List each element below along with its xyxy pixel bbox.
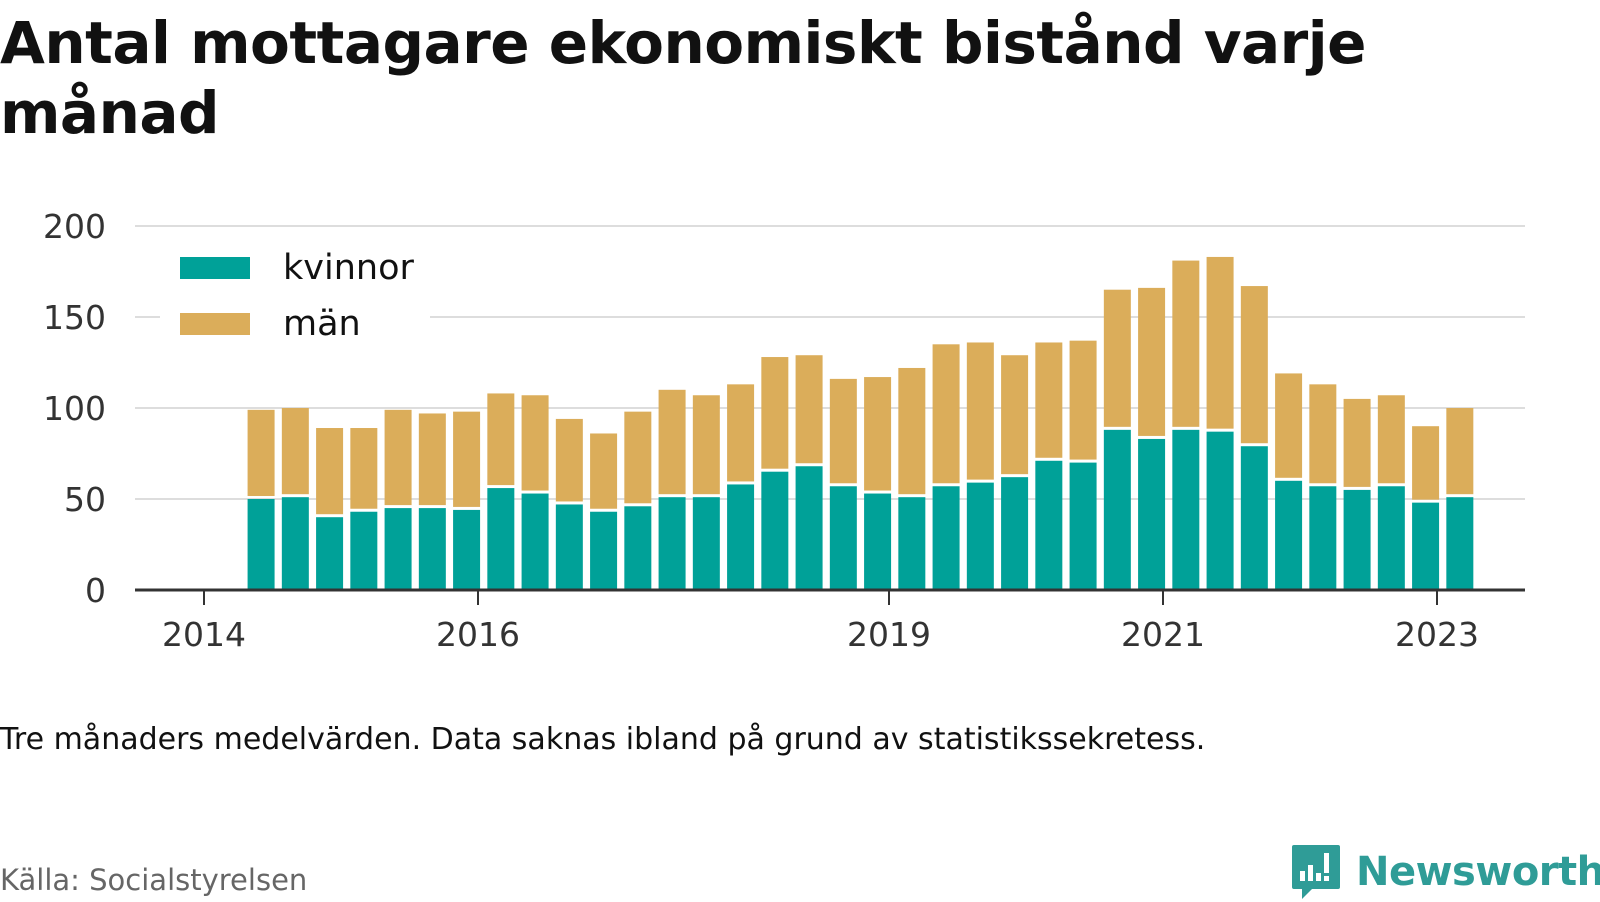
- bar-kvinnor: [487, 488, 515, 590]
- bar-man: [1206, 256, 1234, 429]
- bar-man: [1343, 398, 1371, 487]
- bar-kvinnor: [829, 486, 857, 590]
- legend-swatch-man: [180, 313, 250, 335]
- legend-swatch-kvinnor: [180, 257, 250, 279]
- bar-kvinnor: [521, 493, 549, 590]
- chart-title: Antal mottagare ekonomiskt bistånd varje…: [0, 9, 1367, 147]
- y-tick-label: 150: [43, 298, 106, 337]
- source-credit: Källa: Socialstyrelsen: [0, 863, 308, 897]
- bar-kvinnor: [418, 508, 446, 590]
- bar-man: [624, 411, 652, 504]
- bar-man: [453, 411, 481, 507]
- x-tick-label: 2019: [847, 615, 931, 654]
- bar-kvinnor: [555, 504, 583, 590]
- bar-kvinnor: [1138, 438, 1166, 590]
- bar-man: [1035, 342, 1063, 458]
- bar-kvinnor: [1377, 486, 1405, 590]
- chart-note: Tre månaders medelvärden. Data saknas ib…: [0, 722, 1206, 757]
- legend-item-man: män: [180, 296, 414, 352]
- bar-kvinnor: [932, 486, 960, 590]
- bar-man: [555, 418, 583, 502]
- brand-name: Newsworthy: [1356, 849, 1600, 895]
- bar-man: [1240, 286, 1268, 444]
- bar-man: [864, 377, 892, 491]
- bar-man: [350, 428, 378, 509]
- x-tick-label: 2023: [1395, 615, 1479, 654]
- newsworthy-logo[interactable]: Newsworthy: [1290, 842, 1600, 902]
- bar-man: [247, 409, 275, 496]
- bar-chart: 0 50 100 150 200 2014 2016 2019 2021 2023: [43, 207, 1525, 654]
- bar-kvinnor: [1001, 477, 1029, 590]
- x-tick-label: 2014: [162, 615, 246, 654]
- bar-man: [795, 355, 823, 464]
- bar-man: [1309, 384, 1337, 484]
- bar-kvinnor: [1035, 460, 1063, 590]
- bar-kvinnor: [1069, 462, 1097, 590]
- bar-kvinnor: [624, 506, 652, 590]
- bar-man: [590, 433, 618, 509]
- bar-kvinnor: [281, 497, 309, 590]
- bar-kvinnor: [316, 517, 344, 590]
- bar-man: [384, 409, 412, 506]
- legend-label-man: män: [283, 304, 361, 344]
- bar-man: [418, 413, 446, 506]
- bar-man: [761, 357, 789, 469]
- bar-kvinnor: [384, 508, 412, 590]
- newsworthy-chart-icon: [1292, 845, 1340, 899]
- bar-man: [1069, 340, 1097, 460]
- bar-kvinnor: [864, 493, 892, 590]
- bar-man: [932, 344, 960, 484]
- bar-kvinnor: [658, 497, 686, 590]
- bar-kvinnor: [1206, 431, 1234, 590]
- legend-label-kvinnor: kvinnor: [283, 248, 414, 288]
- legend: kvinnor män: [180, 240, 414, 352]
- bar-kvinnor: [727, 484, 755, 590]
- y-tick-label: 50: [64, 480, 106, 519]
- bar-kvinnor: [1446, 497, 1474, 590]
- bar-man: [487, 393, 515, 486]
- bar-kvinnor: [1172, 429, 1200, 590]
- bar-man: [658, 389, 686, 495]
- legend-item-kvinnor: kvinnor: [180, 240, 414, 296]
- bar-man: [281, 408, 309, 495]
- bar-man: [1412, 426, 1440, 500]
- bar-kvinnor: [590, 511, 618, 590]
- bar-kvinnor: [350, 511, 378, 590]
- y-tick-label: 0: [85, 571, 106, 610]
- bar-kvinnor: [898, 497, 926, 590]
- bar-man: [1138, 287, 1166, 436]
- bar-kvinnor: [1275, 480, 1303, 590]
- bar-man: [898, 367, 926, 495]
- y-tick-label: 200: [43, 207, 106, 246]
- x-tick-label: 2016: [436, 615, 520, 654]
- y-tick-label: 100: [43, 389, 106, 428]
- bar-kvinnor: [692, 497, 720, 590]
- bar-man: [727, 384, 755, 482]
- bar-man: [1446, 408, 1474, 495]
- bar-kvinnor: [1240, 446, 1268, 590]
- bar-man: [1172, 260, 1200, 427]
- bar-man: [966, 342, 994, 480]
- bar-man: [521, 395, 549, 491]
- bar-man: [1001, 355, 1029, 475]
- bar-man: [1103, 289, 1131, 427]
- bar-kvinnor: [1309, 486, 1337, 590]
- bar-man: [829, 378, 857, 484]
- bar-kvinnor: [795, 466, 823, 590]
- bar-kvinnor: [1412, 502, 1440, 590]
- bar-kvinnor: [966, 482, 994, 590]
- bar-kvinnor: [761, 471, 789, 590]
- x-tick-label: 2021: [1121, 615, 1205, 654]
- bar-man: [1275, 373, 1303, 478]
- bar-man: [692, 395, 720, 495]
- bar-kvinnor: [247, 499, 275, 590]
- bar-kvinnor: [453, 509, 481, 590]
- bar-kvinnor: [1343, 489, 1371, 590]
- bar-man: [1377, 395, 1405, 484]
- bar-man: [316, 428, 344, 515]
- bar-kvinnor: [1103, 429, 1131, 590]
